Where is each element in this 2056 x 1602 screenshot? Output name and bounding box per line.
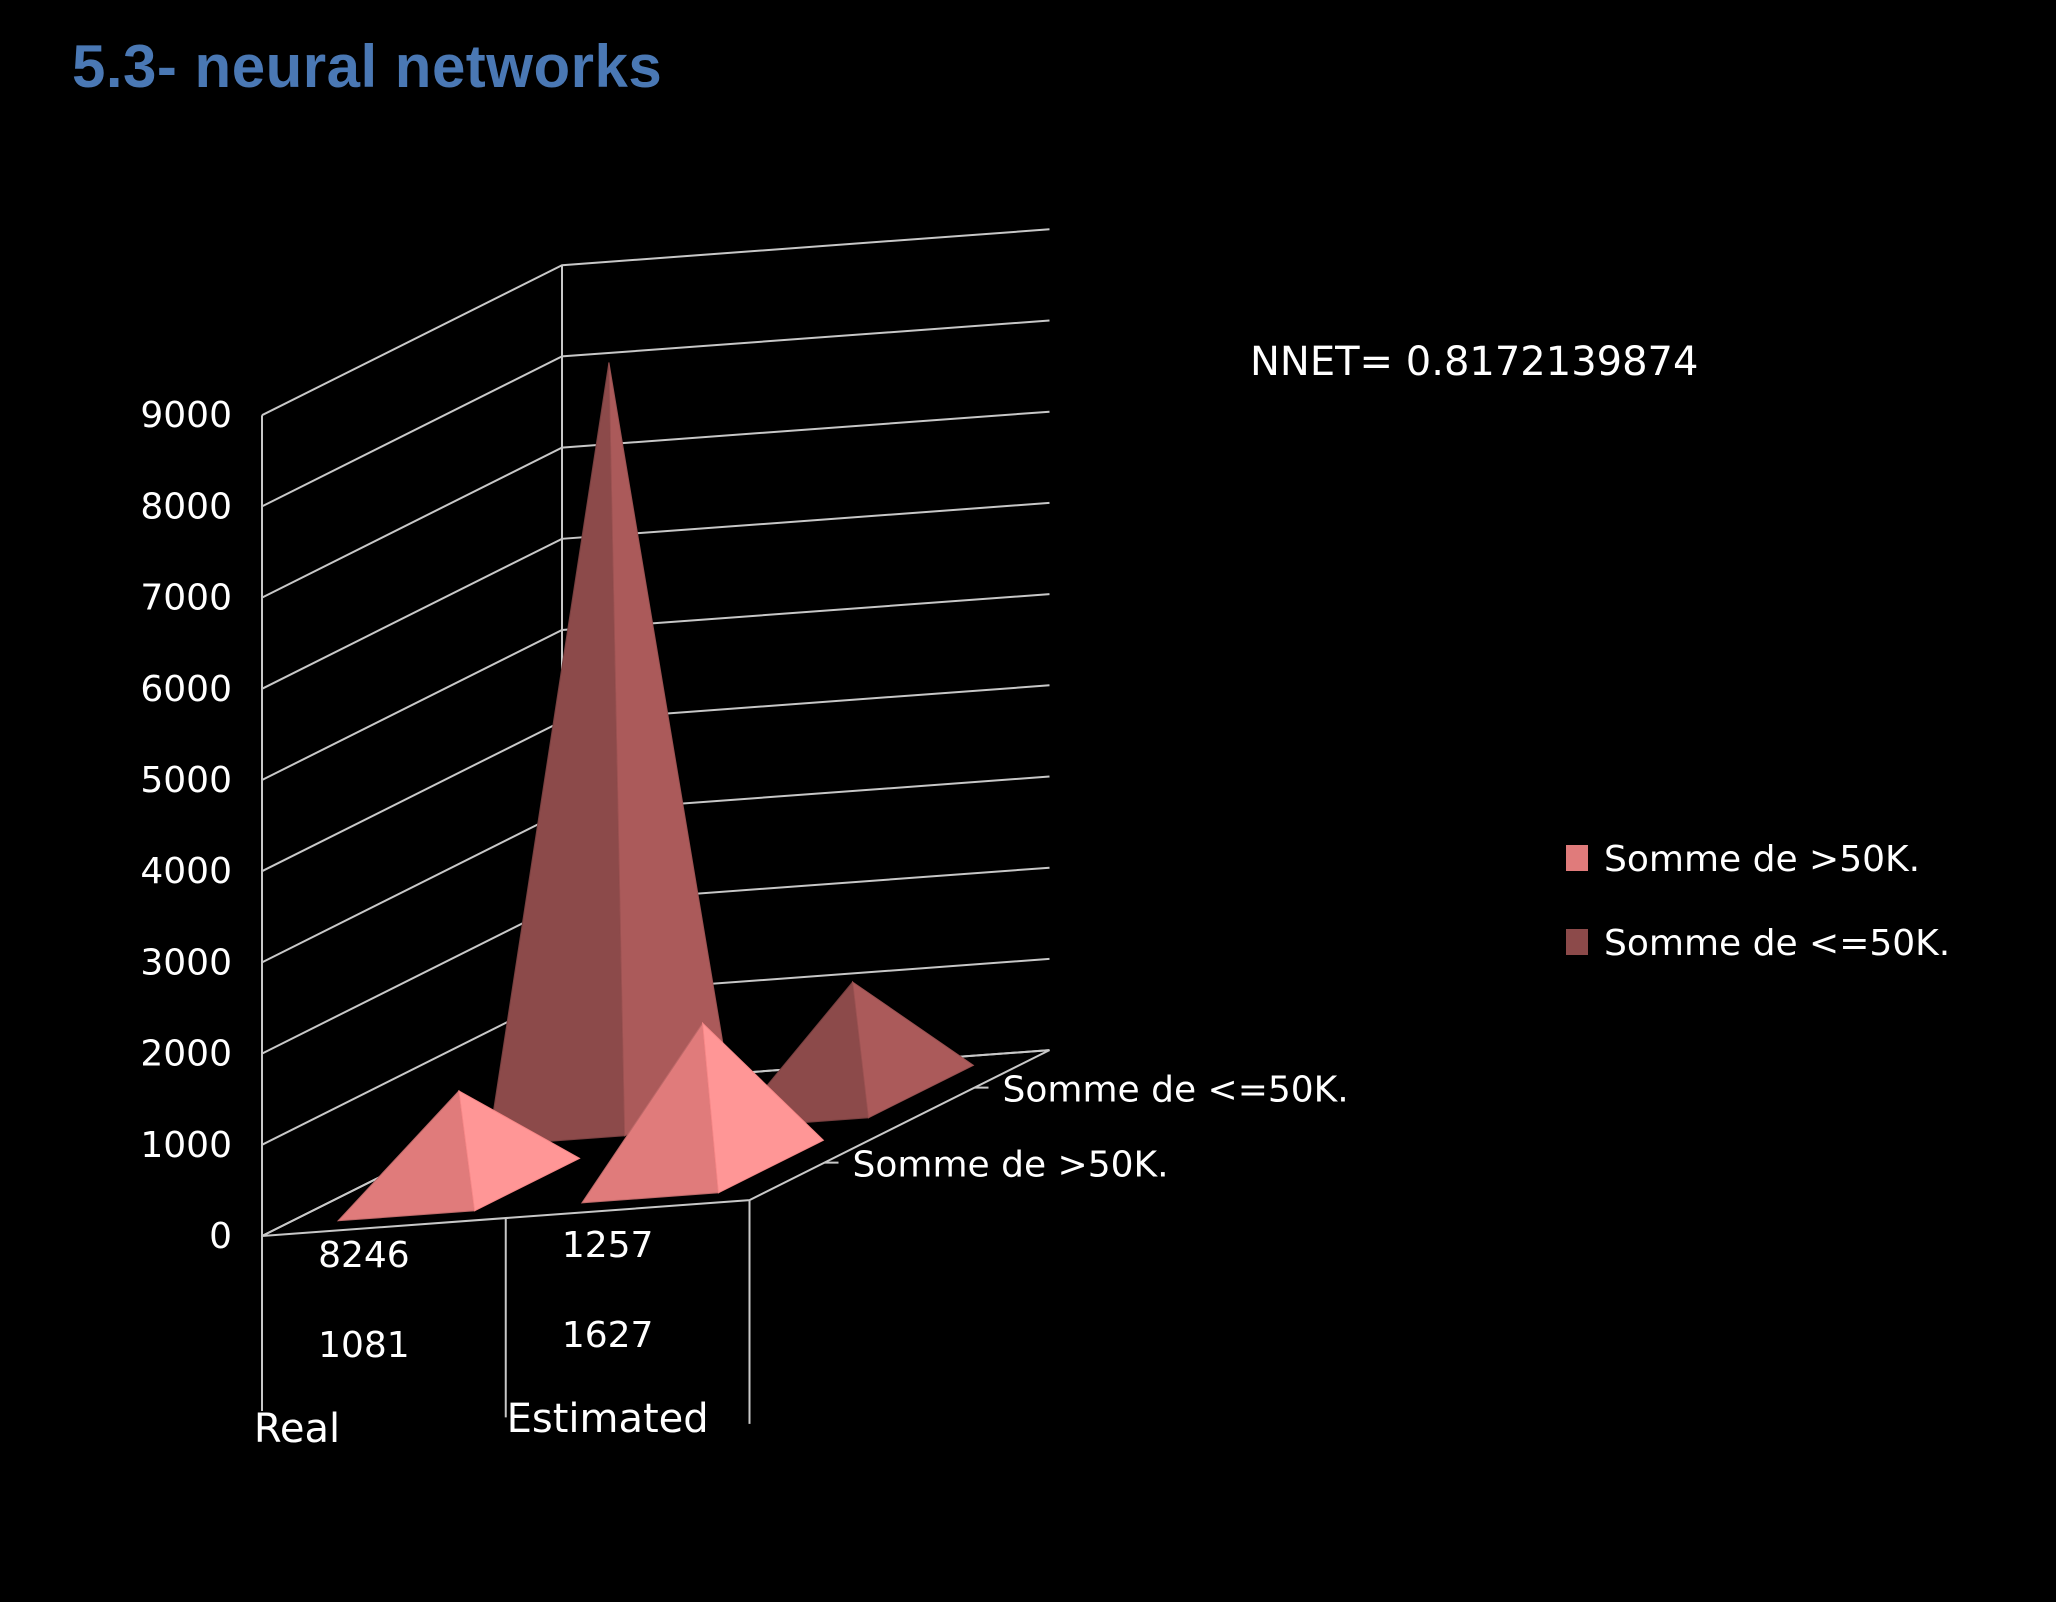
gridline [261,228,1050,417]
y-tick-label: 1000 [140,1125,232,1166]
page-title: 5.3- neural networks [72,33,663,100]
y-tick-label: 3000 [140,942,232,983]
y-tick-label: 2000 [140,1034,232,1075]
category-label: Real [254,1406,340,1452]
pyramid-side-face [701,1021,825,1194]
pyramid-bar [580,1021,825,1204]
y-tick-label: 6000 [140,669,232,710]
pyramid-side-face [458,1089,581,1212]
gridline [261,501,1050,690]
pyramid-front-face [336,1089,476,1222]
pyramid-front-face [487,362,626,1147]
series-axis: Somme de >50K. Somme de <=50K. [824,1070,1349,1186]
data-table-value: 1627 [562,1315,654,1356]
legend-swatch [1566,845,1588,871]
gridline [261,410,1050,599]
legend-swatch [1566,929,1588,955]
data-table: 8246 1081 Real 1257 1627 Estimated [254,1200,751,1452]
y-tick-label: 5000 [140,760,232,801]
pyramid-side-face [608,362,731,1137]
y-tick-label: 7000 [140,578,232,619]
y-tick-label: 4000 [140,851,232,892]
nnet-score-annotation: NNET= 0.8172139874 [1250,339,1698,385]
pyramid-bar [336,1089,581,1222]
pyramid-bar [487,362,731,1147]
category-label: Estimated [507,1396,709,1442]
series-axis-label: Somme de >50K. [853,1145,1169,1186]
chart-legend: Somme de >50K. Somme de <=50K. [1566,839,1950,964]
data-table-value: 8246 [318,1235,410,1276]
series-axis-label: Somme de <=50K. [1003,1070,1349,1111]
y-axis: 0 1000 2000 3000 4000 5000 6000 7000 8000 9000 [140,395,232,1257]
data-table-value: 1081 [318,1325,410,1366]
gridline [261,319,1050,508]
legend-label: Somme de >50K. [1604,839,1920,880]
gridline [261,593,1050,781]
y-tick-label: 8000 [140,486,232,527]
chart-bars [336,362,975,1222]
y-tick-label: 9000 [140,395,232,436]
data-table-value: 1257 [562,1225,654,1266]
y-tick-label: 0 [209,1216,232,1257]
pyramid-side-face [851,980,975,1119]
legend-label: Somme de <=50K. [1604,923,1950,964]
